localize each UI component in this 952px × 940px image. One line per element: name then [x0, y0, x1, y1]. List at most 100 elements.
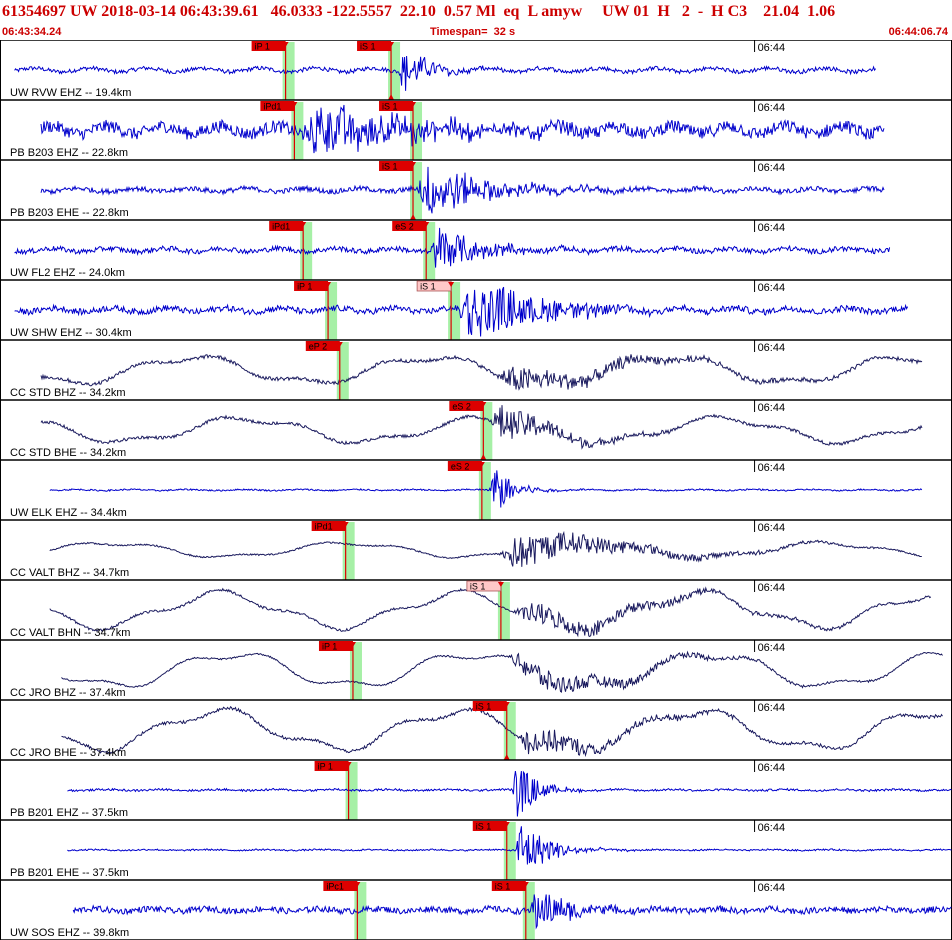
pick-flag[interactable] [449, 401, 484, 411]
pick-marker-top [423, 222, 430, 227]
station-panel[interactable]: 06:44 eP 2 CC STD BHZ -- 34.2km [0, 339, 952, 400]
pick-flag[interactable] [472, 821, 507, 831]
pick-marker-top [388, 42, 395, 47]
station-panel[interactable]: 06:44 iPd1 iS 1 PB B203 EHZ -- 22.8km [0, 99, 952, 160]
station-panel[interactable]: 06:44 iS 1 PB B201 EHE -- 37.5km [0, 819, 952, 880]
event-summary-title: 61354697 UW 2018-03-14 06:43:39.61 46.03… [2, 3, 836, 20]
pick-flag-label: eS 2 [451, 462, 470, 472]
pick-marker-top [349, 642, 356, 647]
pick-flag-label: iS 1 [360, 42, 376, 52]
waveform-trace [49, 586, 932, 638]
station-label: CC STD BHZ -- 34.2km [10, 387, 126, 399]
pick-flag-label: eS 2 [395, 222, 414, 232]
station-panel[interactable]: 06:44 iP 1 PB B201 EHZ -- 37.5km [0, 759, 952, 820]
station-label: UW FL2 EHZ -- 24.0km [10, 267, 125, 279]
waveform-trace [14, 286, 909, 337]
station-label: PB B203 EHE -- 22.8km [10, 207, 129, 219]
pick-flag[interactable] [269, 221, 304, 231]
waveform-trace [49, 530, 922, 567]
time-tick-label: 06:44 [758, 702, 786, 714]
end-time-label: 06:44:06.74 [888, 26, 948, 38]
pick-marker-top [480, 402, 487, 407]
pick-flag-label: iP 1 [318, 762, 333, 772]
waveform-trace [40, 354, 923, 391]
pick-flag[interactable] [491, 881, 526, 891]
station-panel[interactable]: 06:44 eS 2 UW ELK EHZ -- 34.4km [0, 459, 952, 520]
waveform-trace [49, 470, 923, 508]
time-tick-label: 06:44 [758, 42, 786, 54]
pick-flag-label: iS 1 [382, 162, 398, 172]
pick-flag[interactable] [447, 461, 482, 471]
time-tick-label: 06:44 [758, 402, 786, 414]
time-tick-label: 06:44 [758, 582, 786, 594]
pick-flag[interactable] [357, 41, 392, 51]
pick-marker-top [336, 342, 343, 347]
waveform-trace [67, 770, 952, 817]
pick-marker-top [291, 102, 298, 107]
waveform-trace [14, 227, 891, 268]
pick-marker-top [282, 42, 289, 47]
pick-marker-top [325, 282, 332, 287]
pick-flag[interactable] [472, 701, 507, 711]
pick-marker-top [448, 282, 455, 287]
pick-marker-bottom [388, 94, 395, 100]
time-tick-label: 06:44 [758, 642, 786, 654]
time-tick-label: 06:44 [758, 462, 786, 474]
pick-flag[interactable] [392, 221, 427, 231]
station-panel[interactable]: 06:44 iPd1 CC VALT BHZ -- 34.7km [0, 519, 952, 580]
station-panel[interactable]: 06:44 eS 2 CC STD BHE -- 34.2km [0, 399, 952, 460]
pick-flag[interactable] [379, 161, 414, 171]
station-panel[interactable]: 06:44 iS 1 CC JRO BHE -- 37.4km [0, 699, 952, 760]
pick-flag-label: iPd1 [263, 102, 281, 112]
pick-flag[interactable] [379, 101, 414, 111]
station-label: PB B201 EHE -- 37.5km [10, 867, 129, 879]
pick-marker-top [410, 102, 417, 107]
pick-marker-top [497, 582, 504, 587]
station-label: CC JRO BHZ -- 37.4km [10, 687, 126, 699]
waveform-trace [61, 706, 943, 758]
pick-flag[interactable] [314, 761, 349, 771]
waveform-trace [40, 405, 923, 450]
station-label: CC JRO BHE -- 37.4km [10, 747, 126, 759]
station-panel[interactable]: 06:44 iS 1 CC VALT BHN -- 34.7km [0, 579, 952, 640]
station-panel[interactable]: 06:44 iP 1 CC JRO BHZ -- 37.4km [0, 639, 952, 700]
pick-marker-top [503, 822, 510, 827]
pick-marker-top [478, 462, 485, 467]
station-label: UW SOS EHZ -- 39.8km [10, 927, 129, 939]
pick-marker-top [300, 222, 307, 227]
pick-marker-bottom [480, 454, 487, 460]
station-panel[interactable]: 06:44 iP 1 iS 1 UW SHW EHZ -- 30.4km [0, 279, 952, 340]
station-label: UW ELK EHZ -- 34.4km [10, 507, 127, 519]
pick-flag-label: iS 1 [476, 702, 492, 712]
pick-flag-label: eS 2 [452, 402, 471, 412]
station-label: PB B201 EHZ -- 37.5km [10, 807, 128, 819]
pick-flag[interactable] [323, 881, 358, 891]
pick-flag-label: iP 1 [322, 642, 337, 652]
station-panel[interactable]: 06:44 iP 1 iS 1 UW RVW EHZ -- 19.4km [0, 40, 952, 100]
station-panel[interactable]: 06:44 iPc1 iS 1 UW SOS EHZ -- 39.8km [0, 879, 952, 940]
pick-flag-label: eP 2 [309, 342, 327, 352]
pick-flag[interactable] [311, 521, 346, 531]
time-tick-label: 06:44 [758, 882, 786, 894]
time-tick-label: 06:44 [758, 762, 786, 774]
waveform-trace [72, 894, 952, 930]
pick-flag[interactable] [318, 641, 353, 651]
waveform-trace [61, 650, 943, 693]
pick-flag-label: iPd1 [315, 522, 333, 532]
station-label: CC VALT BHN -- 34.7km [10, 627, 130, 639]
event-header: 61354697 UW 2018-03-14 06:43:39.61 46.03… [0, 0, 952, 40]
station-panel[interactable]: 06:44 iS 1 PB B203 EHE -- 22.8km [0, 159, 952, 220]
pick-marker-top [354, 882, 361, 887]
pick-flag-label: iS 1 [495, 882, 511, 892]
waveform-trace [14, 55, 877, 91]
station-label: CC VALT BHZ -- 34.7km [10, 567, 129, 579]
seismogram-panels[interactable]: 06:44 iP 1 iS 1 UW RVW EHZ -- 19.4km 06:44 iP… [0, 40, 952, 940]
pick-flag[interactable] [305, 341, 340, 351]
pick-flag[interactable] [251, 41, 286, 51]
station-panel[interactable]: 06:44 iPd1 eS 2 UW FL2 EHZ -- 24.0km [0, 219, 952, 280]
pick-marker-top [503, 702, 510, 707]
pick-flag[interactable] [260, 101, 295, 111]
waveform-trace [40, 166, 885, 214]
pick-flag[interactable] [294, 281, 329, 291]
waveform-trace [67, 826, 952, 865]
